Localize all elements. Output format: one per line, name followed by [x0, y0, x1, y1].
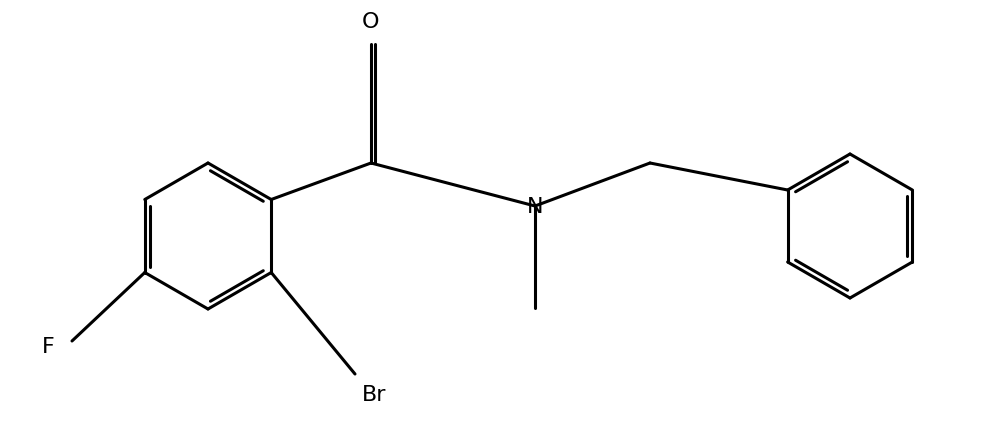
Text: N: N	[527, 196, 543, 216]
Text: O: O	[362, 12, 379, 32]
Text: F: F	[42, 336, 55, 356]
Text: Br: Br	[362, 384, 386, 404]
